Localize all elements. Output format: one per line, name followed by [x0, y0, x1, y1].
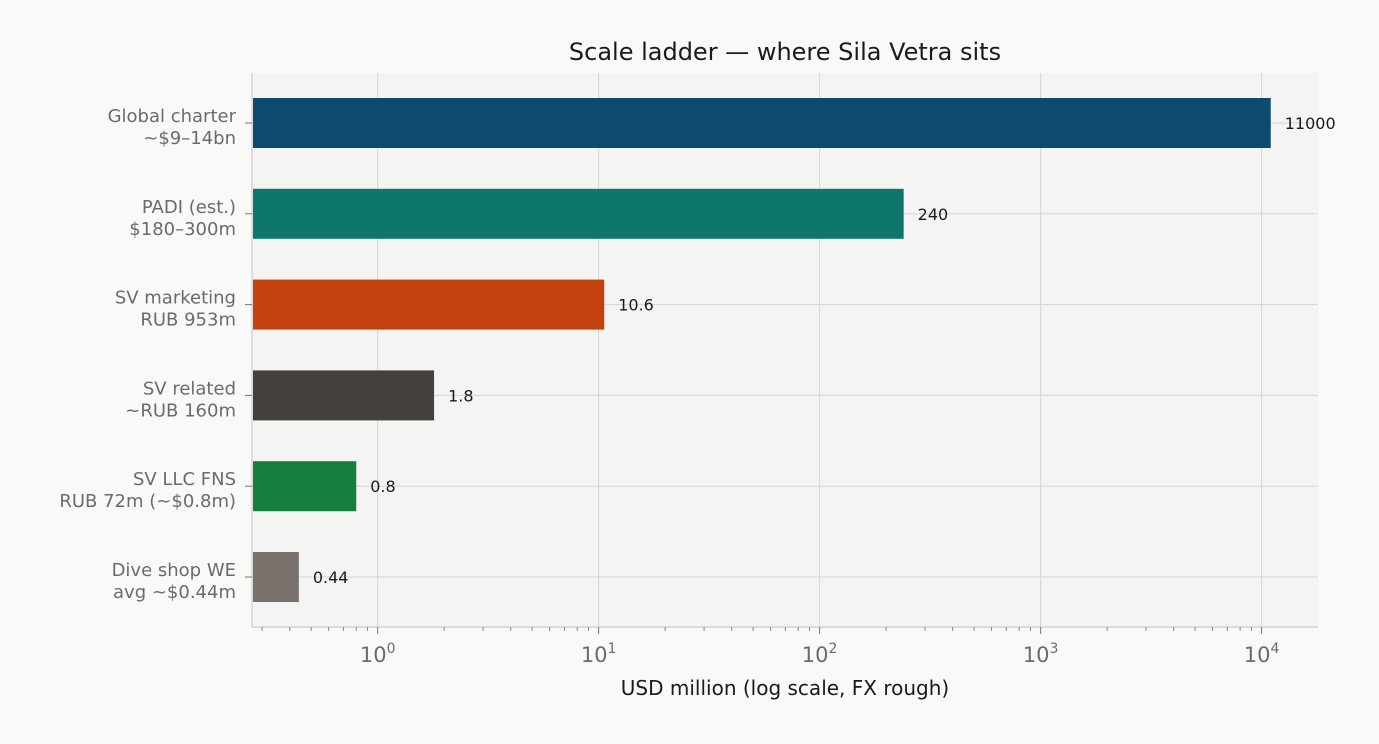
bar — [253, 188, 904, 239]
bar — [253, 552, 299, 602]
plot-background — [252, 73, 1318, 627]
y-tick-label: $180–300m — [129, 219, 236, 240]
x-tick-label: 104 — [1244, 641, 1280, 667]
y-tick-label: ~RUB 160m — [125, 400, 236, 421]
x-tick-label: 102 — [802, 641, 838, 667]
y-tick-label: SV LLC FNS — [133, 469, 236, 490]
y-tick-label: RUB 953m — [140, 310, 236, 331]
x-tick-label: 101 — [581, 641, 617, 667]
bar-value-label: 10.6 — [618, 296, 654, 315]
bar-value-label: 0.44 — [313, 568, 349, 587]
y-tick-label: SV related — [143, 378, 236, 399]
chart-title: Scale ladder — where Sila Vetra sits — [569, 38, 1001, 66]
bar — [253, 461, 357, 512]
bar-value-label: 1.8 — [448, 386, 473, 405]
x-tick-label: 100 — [360, 641, 396, 667]
y-tick-label: Dive shop WE — [112, 560, 236, 581]
bar — [253, 370, 435, 421]
bar — [253, 279, 605, 330]
bar-value-label: 11000 — [1285, 114, 1336, 133]
plot-area: 100 101 102 103 104 11000 Global charter~$9–14… — [59, 73, 1336, 667]
bar-value-label: 0.8 — [370, 477, 395, 496]
x-tick-label: 103 — [1023, 641, 1059, 667]
y-tick-label: Global charter — [108, 106, 237, 127]
x-axis-label: USD million (log scale, FX rough) — [621, 676, 949, 700]
y-tick-label: ~$9–14bn — [143, 128, 236, 149]
y-tick-label: avg ~$0.44m — [113, 582, 236, 603]
bar-value-label: 240 — [918, 205, 949, 224]
y-tick-label: PADI (est.) — [142, 197, 236, 218]
y-tick-label: SV marketing — [115, 288, 236, 309]
bar — [253, 98, 1271, 148]
y-tick-label: RUB 72m (~$0.8m) — [59, 491, 236, 512]
